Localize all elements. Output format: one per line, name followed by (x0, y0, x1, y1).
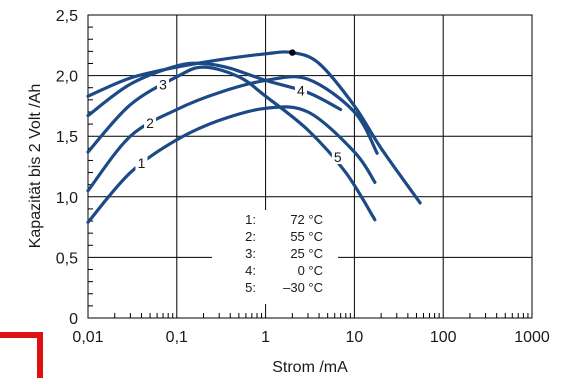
markers (289, 49, 296, 56)
y-tick-label: 2,5 (56, 8, 78, 25)
y-axis-title: Kapazität bis 2 Volt /Ah (27, 84, 44, 249)
tick-labels: 0,01 0,1 1 10 100 1000 0 0,5 1,0 1,5 2,0 2,5 (56, 8, 550, 346)
curve-label-5: 5 (334, 149, 342, 165)
legend-value: –30 °C (283, 280, 323, 295)
legend-key: 3: (245, 246, 256, 261)
curve-label-3: 3 (159, 76, 167, 92)
curve-labels: 1 2 3 4 5 (135, 76, 344, 171)
legend-key: 4: (245, 263, 256, 278)
x-tick-label: 100 (430, 329, 457, 346)
legend-value: 55 °C (290, 229, 323, 244)
curve-label-bg (157, 76, 170, 92)
x-tick-label: 10 (346, 329, 364, 346)
legend-key: 1: (245, 212, 256, 227)
red-corner-mark (0, 332, 43, 378)
legend-key: 2: (245, 229, 256, 244)
legend-value: 0 °C (298, 263, 323, 278)
series-marker (289, 49, 296, 56)
legend-value: 25 °C (290, 246, 323, 261)
series-line-4 (86, 50, 422, 205)
legend-box (212, 210, 338, 304)
x-tick-label: 0,01 (72, 329, 103, 346)
curve-label-4: 4 (297, 82, 305, 98)
minor-ticks (88, 26, 529, 318)
y-tick-label: 1,5 (56, 129, 78, 146)
x-axis-title: Strom /mA (272, 359, 348, 376)
x-tick-label: 1 (261, 329, 270, 346)
curve-label-bg (331, 149, 344, 165)
series-line-2 (86, 75, 379, 193)
x-tick-label: 0,1 (166, 329, 188, 346)
series-line-1 (86, 105, 377, 224)
y-tick-label: 2,0 (56, 69, 78, 86)
curve-label-bg (135, 155, 148, 171)
legend-value: 72 °C (290, 212, 323, 227)
y-tick-label: 0,5 (56, 250, 78, 267)
plot-frame (87, 14, 533, 319)
x-tick-label: 1000 (514, 329, 550, 346)
y-tick-label: 1,0 (56, 190, 78, 207)
legend: 1: 72 °C 2: 55 °C 3: 25 °C 4: 0 °C 5: –30 °C (212, 210, 338, 304)
y-tick-label: 0 (69, 311, 78, 328)
legend-key: 5: (245, 280, 256, 295)
curve-label-2: 2 (146, 115, 154, 131)
curve-label-bg (294, 82, 307, 98)
curve-label-bg (144, 115, 157, 131)
curve-label-1: 1 (138, 155, 146, 171)
